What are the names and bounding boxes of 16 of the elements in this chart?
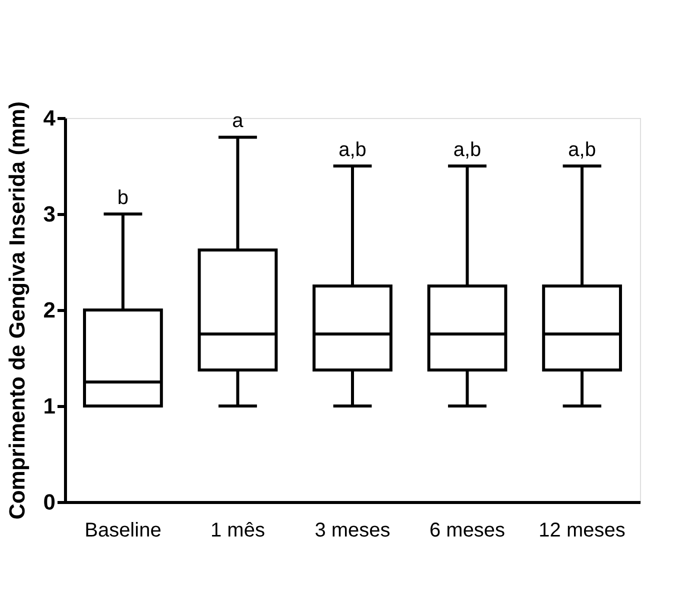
x-tick-label: Baseline xyxy=(84,520,162,542)
y-tick-label: 1 xyxy=(43,394,56,418)
annotation: a,b xyxy=(338,139,366,161)
annotation: b xyxy=(117,187,129,209)
y-tick-label: 4 xyxy=(43,106,56,130)
x-tick-label: 3 meses xyxy=(314,520,390,542)
x-tick-label: 6 meses xyxy=(429,520,506,542)
y-tick-label: 2 xyxy=(43,298,56,322)
x-tick-label: 1 mês xyxy=(210,520,265,542)
annotation: a,b xyxy=(568,139,596,161)
y-tick-label: 0 xyxy=(43,490,56,514)
y-axis-title: Comprimento de Gengiva Inserida (mm) xyxy=(4,101,30,520)
annotation: a xyxy=(232,110,244,132)
annotation: a,b xyxy=(453,139,482,161)
y-tick-label: 3 xyxy=(43,202,56,226)
x-tick-label: 12 meses xyxy=(538,520,626,542)
